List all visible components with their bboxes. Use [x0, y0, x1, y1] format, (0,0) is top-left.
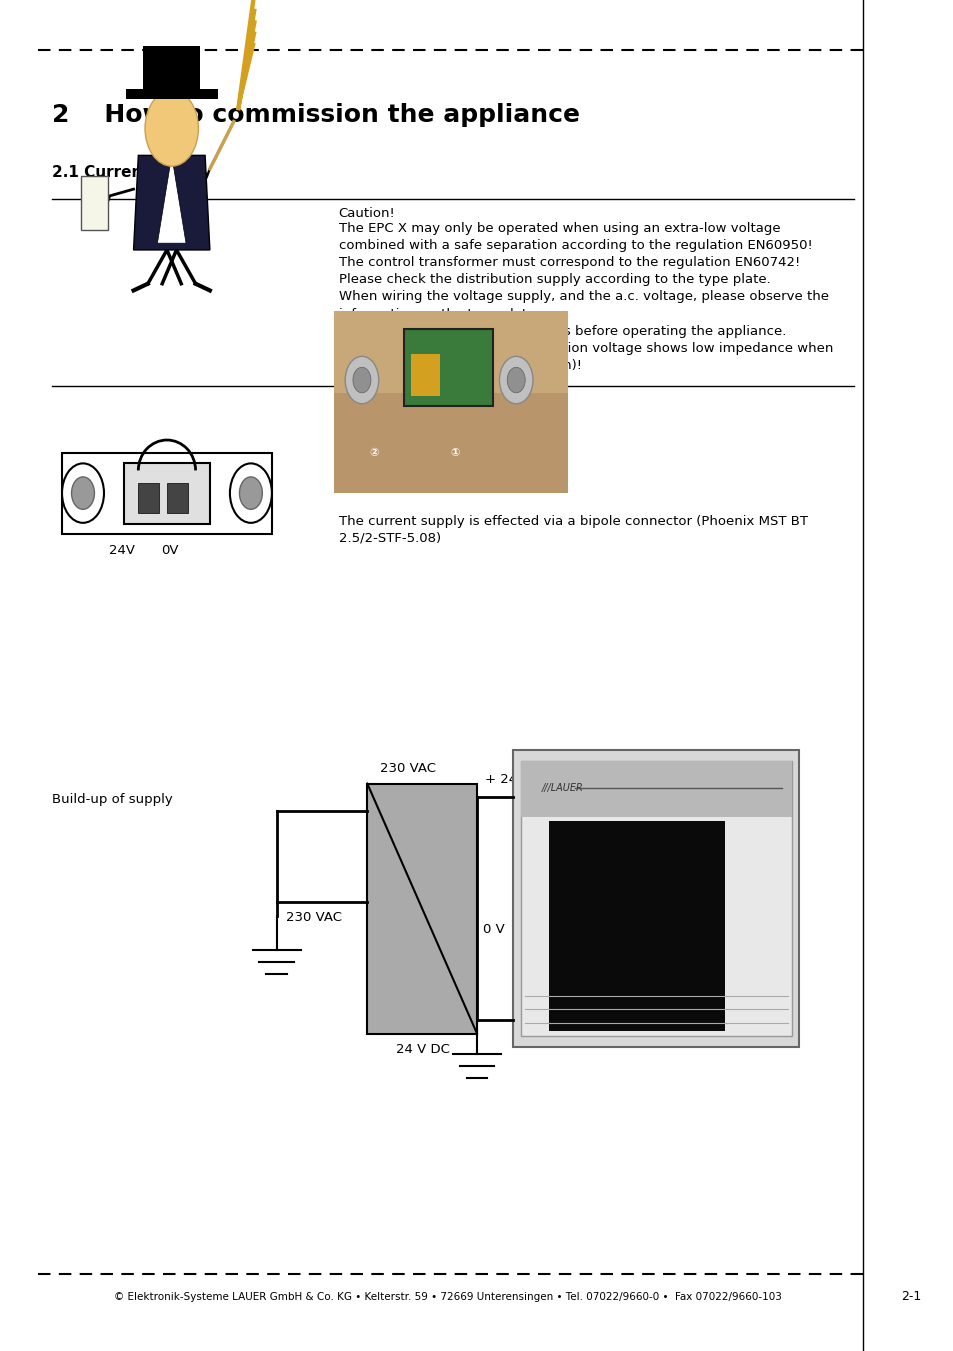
Bar — [126, 89, 217, 99]
Text: © Elektronik-Systeme LAUER GmbH & Co. KG • Kelterstr. 59 • 72669 Unterensingen •: © Elektronik-Systeme LAUER GmbH & Co. KG… — [114, 1292, 781, 1302]
Circle shape — [499, 357, 533, 404]
Text: 0 V: 0 V — [482, 923, 504, 936]
Polygon shape — [133, 155, 210, 250]
Text: Build-up of supply: Build-up of supply — [52, 793, 173, 807]
Circle shape — [145, 91, 198, 166]
Polygon shape — [157, 155, 186, 243]
Circle shape — [230, 463, 272, 523]
Text: 24 V DC: 24 V DC — [395, 1043, 449, 1056]
Text: ///LAUER: ///LAUER — [541, 782, 583, 793]
Text: 2    How to commission the appliance: 2 How to commission the appliance — [52, 103, 579, 127]
Bar — [334, 311, 567, 393]
Text: 0V: 0V — [161, 544, 178, 558]
Text: ②: ② — [369, 449, 378, 458]
Text: 2.1 Current supply: 2.1 Current supply — [52, 165, 212, 180]
Text: 230 VAC: 230 VAC — [286, 911, 342, 924]
Bar — [404, 330, 493, 405]
Text: 24V: 24V — [109, 544, 135, 558]
Circle shape — [239, 477, 262, 509]
Text: ② Grounding screw: ② Grounding screw — [71, 478, 200, 492]
Bar — [124, 462, 210, 523]
Text: The EPC X may only be operated when using an extra-low voltage
combined with a s: The EPC X may only be operated when usin… — [338, 222, 832, 372]
Text: 230 VAC: 230 VAC — [379, 762, 436, 775]
Bar — [367, 784, 476, 1034]
Circle shape — [353, 367, 371, 393]
Bar — [62, 453, 272, 534]
Text: ①: ① — [450, 449, 459, 458]
Circle shape — [345, 357, 378, 404]
Circle shape — [507, 367, 525, 393]
Bar — [520, 761, 791, 1036]
Bar — [411, 354, 427, 396]
Bar — [423, 354, 439, 396]
Text: ① Power supply 24 V: ① Power supply 24 V — [71, 454, 211, 467]
Bar — [167, 484, 188, 512]
Bar — [548, 821, 724, 1031]
Bar — [520, 761, 791, 817]
Text: Caution!: Caution! — [338, 207, 395, 220]
Circle shape — [62, 463, 104, 523]
Bar — [81, 176, 108, 230]
Bar — [138, 484, 159, 512]
Text: The current supply is effected via a bipole connector (Phoenix MST BT
2.5/2-STF-: The current supply is effected via a bip… — [338, 515, 807, 544]
Circle shape — [71, 477, 94, 509]
Text: 2-1: 2-1 — [900, 1290, 921, 1304]
Bar — [513, 750, 799, 1047]
Text: + 24 V: + 24 V — [484, 773, 530, 786]
Bar — [143, 46, 200, 89]
Bar — [334, 311, 567, 493]
